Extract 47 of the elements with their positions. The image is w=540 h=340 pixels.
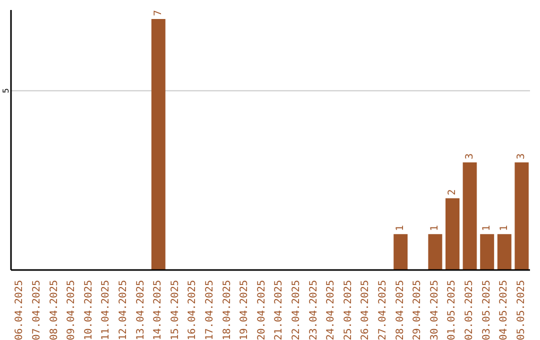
data-label: 2 <box>447 189 458 196</box>
x-tick-label: 30.04.2025 <box>429 280 440 340</box>
x-tick-label: 14.04.2025 <box>152 280 164 340</box>
x-tick-label: 12.04.2025 <box>118 280 129 340</box>
bar <box>428 234 442 270</box>
x-tick-label: 24.04.2025 <box>326 280 337 340</box>
x-tick-label: 13.04.2025 <box>135 280 146 340</box>
x-tick-label: 02.05.2025 <box>464 280 475 340</box>
bar <box>497 234 512 270</box>
x-tick-label: 29.04.2025 <box>412 280 424 340</box>
x-tick-label: 26.04.2025 <box>360 280 372 340</box>
x-tick-label: 23.04.2025 <box>308 280 320 340</box>
x-tick-label: 04.05.2025 <box>498 280 510 340</box>
bar <box>480 234 494 270</box>
data-label: 1 <box>430 225 441 232</box>
x-tick-label: 11.04.2025 <box>100 280 112 340</box>
x-tick-label: 03.05.2025 <box>481 280 492 340</box>
data-label: 1 <box>482 225 493 232</box>
x-tick-label: 19.04.2025 <box>239 280 250 340</box>
x-tick-label: 08.04.2025 <box>48 280 60 340</box>
x-tick-label: 01.05.2025 <box>446 280 458 340</box>
x-tick-label: 21.04.2025 <box>274 280 285 340</box>
data-label: 3 <box>464 153 476 160</box>
bar <box>151 18 166 270</box>
data-label: 1 <box>498 225 510 232</box>
x-tick-label: 27.04.2025 <box>377 280 388 340</box>
x-tick-label: 18.04.2025 <box>222 280 233 340</box>
data-label: 3 <box>516 153 528 160</box>
x-tick-label: 28.04.2025 <box>394 280 406 340</box>
x-tick-label: 16.04.2025 <box>187 280 198 340</box>
x-tick-label: 25.04.2025 <box>342 280 354 340</box>
bar <box>446 198 460 270</box>
bar <box>462 162 477 270</box>
data-label: 1 <box>395 225 406 232</box>
x-tick-label: 09.04.2025 <box>66 280 78 340</box>
bar <box>394 234 408 270</box>
data-label: 7 <box>152 10 164 16</box>
bar <box>514 162 529 270</box>
x-tick-label: 07.04.2025 <box>31 280 42 340</box>
y-tick-label: 5 <box>2 88 10 94</box>
x-tick-label: 22.04.2025 <box>290 280 302 340</box>
x-tick-label: 15.04.2025 <box>170 280 181 340</box>
x-tick-label: 10.04.2025 <box>83 280 94 340</box>
x-tick-label: 06.04.2025 <box>14 280 26 340</box>
x-tick-label: 20.04.2025 <box>256 280 268 340</box>
x-tick-label: 05.05.2025 <box>516 280 527 340</box>
x-tick-label: 17.04.2025 <box>204 280 216 340</box>
